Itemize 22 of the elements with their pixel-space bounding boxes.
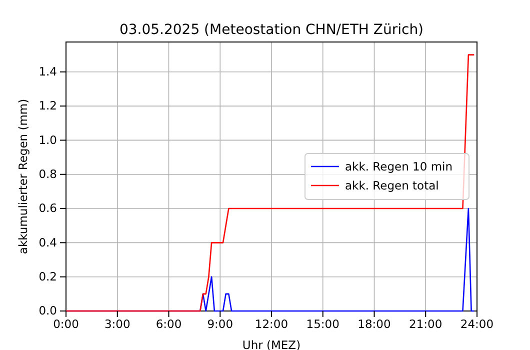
x-tick-label: 15:00 <box>306 317 340 332</box>
x-tick-label: 21:00 <box>409 317 442 332</box>
y-tick-label: 0.8 <box>38 167 57 182</box>
legend-label: akk. Regen 10 min <box>345 160 453 174</box>
x-tick-label: 0:00 <box>53 317 79 332</box>
x-tick-label: 3:00 <box>104 317 130 332</box>
y-tick-label: 0.2 <box>38 270 57 284</box>
y-tick-label: 0.0 <box>38 304 57 318</box>
x-tick-label: 9:00 <box>207 317 234 332</box>
x-tick-label: 18:00 <box>358 317 391 332</box>
chart-title: 03.05.2025 (Meteostation CHN/ETH Zürich) <box>119 22 424 38</box>
y-tick-label: 1.2 <box>38 98 57 113</box>
y-tick-label: 0.4 <box>38 235 57 250</box>
x-tick-label: 24:00 <box>460 317 494 332</box>
y-tick-label: 0.6 <box>38 201 57 216</box>
y-tick-label: 1.4 <box>38 64 57 79</box>
x-tick-label: 12:00 <box>254 317 288 332</box>
line-series <box>65 54 475 312</box>
x-tick-label: 6:00 <box>156 317 182 332</box>
y-axis-title: akkumulierter Regen (mm) <box>16 98 30 254</box>
y-tick-label: 1.0 <box>38 132 57 147</box>
legend-label: akk. Regen total <box>345 178 439 192</box>
